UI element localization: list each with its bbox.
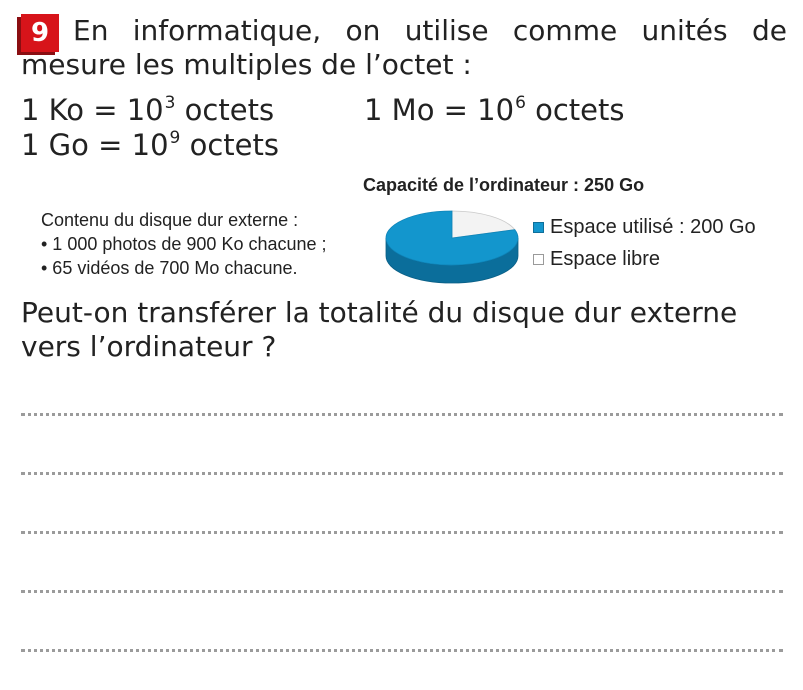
disk-content-item: • 65 vidéos de 700 Mo chacune. [41, 258, 298, 278]
intro-word: comme [512, 14, 618, 47]
legend-item-free: Espace libre [533, 243, 756, 275]
answer-line[interactable] [21, 416, 783, 475]
formula-go-exponent: 9 [169, 128, 181, 148]
intro-word: informatique, [132, 14, 322, 47]
legend-swatch-free [533, 253, 544, 265]
disk-content-item: • 1 000 photos de 900 Ko chacune ; [41, 234, 327, 254]
formula-go: 1 Go = 109 octets [21, 128, 279, 167]
legend-label-used: Espace utilisé : 200 Go [550, 216, 756, 238]
pie-slice-used-space [385, 210, 519, 266]
pie-slice-free-space [451, 210, 516, 239]
chart-legend: Espace utilisé : 200 Go Espace libre [533, 211, 756, 275]
answer-line[interactable] [21, 400, 783, 416]
exercise-number-badge: 9 [21, 14, 59, 52]
intro-word: on [345, 14, 381, 47]
intro-word: utilise [404, 14, 489, 47]
formula-mo-suffix: octets [525, 93, 625, 127]
intro-line-2: mesure les multiples de l’octet : [21, 48, 472, 81]
formula-go-suffix: octets [180, 128, 279, 162]
answer-line[interactable] [21, 534, 783, 593]
answer-line[interactable] [21, 475, 783, 534]
intro-word: de [751, 14, 787, 47]
question-text: Peut-on transférer la totalité du disque… [21, 296, 738, 363]
intro-word: En [73, 14, 109, 47]
disk-content: Contenu du disque dur externe : • 1 000 … [41, 208, 327, 280]
formula-ko-exponent: 3 [164, 93, 176, 113]
intro-word: unités [641, 14, 728, 47]
legend-item-used: Espace utilisé : 200 Go [533, 211, 756, 243]
exercise-intro: En informatique, on utilise comme unités… [21, 14, 787, 82]
legend-swatch-used [533, 221, 544, 233]
chart-title: Capacité de l’ordinateur : 250 Go [363, 175, 645, 195]
formula-mo-prefix: 1 Mo = 10 [364, 93, 515, 127]
answer-line[interactable] [21, 593, 783, 652]
intro-line-1: En informatique, on utilise comme unités… [21, 14, 787, 48]
formula-ko: 1 Ko = 103 octets [21, 93, 274, 132]
answer-area[interactable] [21, 400, 783, 652]
formula-ko-suffix: octets [175, 93, 275, 127]
disk-content-title: Contenu du disque dur externe : [41, 210, 299, 230]
capacity-pie-chart [385, 210, 519, 284]
formula-mo: 1 Mo = 106 octets [364, 93, 625, 132]
formula-go-prefix: 1 Go = 10 [21, 128, 169, 162]
formula-ko-prefix: 1 Ko = 10 [21, 93, 164, 127]
formula-mo-exponent: 6 [515, 93, 526, 113]
legend-label-free: Espace libre [550, 248, 661, 270]
